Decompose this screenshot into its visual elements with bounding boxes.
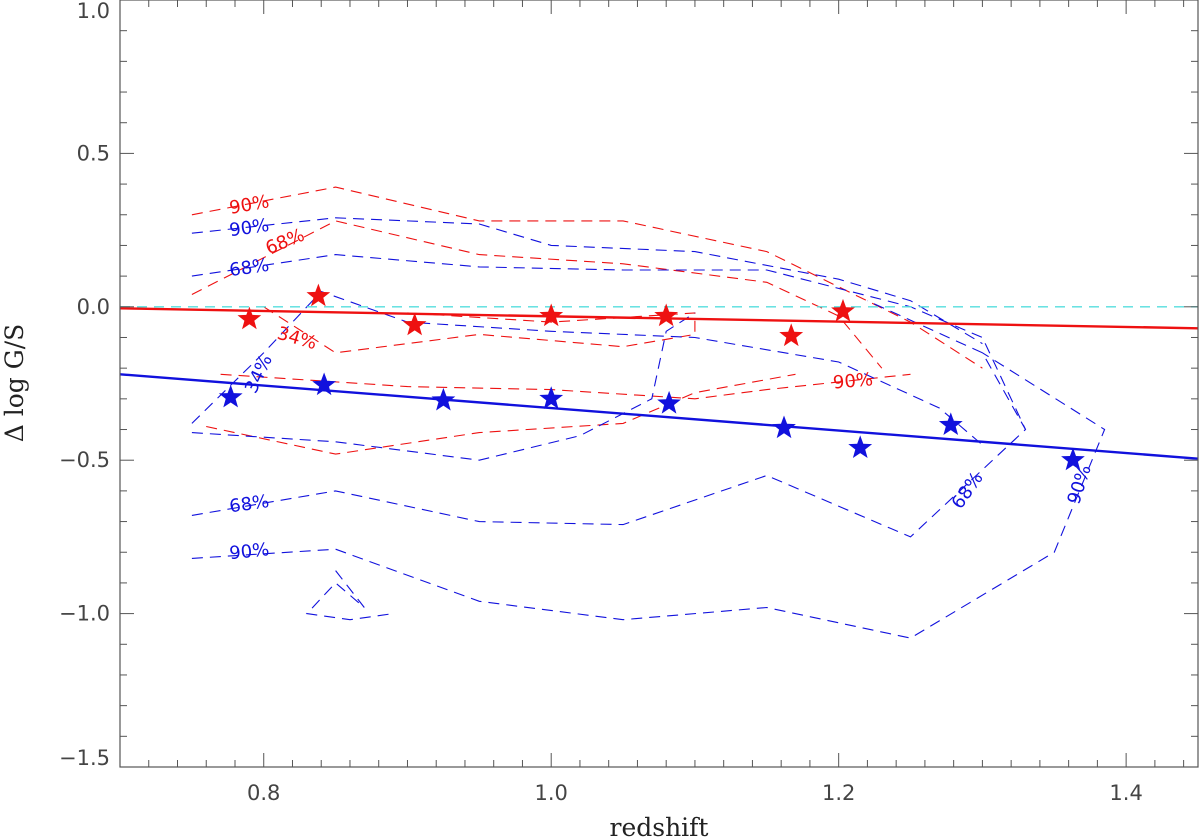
red-contour-line [263,306,696,354]
x-tick-label: 1.4 [1109,781,1142,805]
blue-contour-label: 68% [948,468,988,513]
blue-contour-label: 90% [228,215,271,241]
red-contour-label: 90% [832,369,874,393]
x-tick-label: 1.0 [534,781,567,805]
blue-contour-line [191,300,1027,538]
blue-data-point [218,384,243,408]
blue-contour-line [191,352,1106,639]
blue-data-point [772,415,796,439]
red-data-point [831,298,855,322]
y-tick-label: 0.5 [77,141,110,165]
blue-data-point [657,390,681,414]
blue-data-point [312,372,336,396]
blue-contour-label: 68% [228,491,271,517]
red-contour-line [220,373,911,400]
x-axis-label: redshift [610,813,709,839]
y-tick-label: −1.0 [59,602,110,626]
blue-data-point [431,387,456,411]
blue-contour-line [305,570,394,621]
blue-contour-line [191,312,696,461]
x-tick-label: 1.2 [822,781,855,805]
red-data-point [779,323,804,347]
blue-contour-label: 68% [228,255,271,281]
blue-contour-line [191,217,983,345]
red-data-point [539,303,564,327]
blue-contour-line [191,290,983,446]
red-contour-label: 34% [275,323,319,354]
y-tick-label: 0.0 [77,295,110,319]
red-data-point [654,303,679,327]
blue-fit-line [119,373,1199,460]
red-data-point [306,283,331,307]
plot-frame [119,0,1199,768]
y-tick-label: −1.5 [59,746,110,770]
contour-labels: 90%68%34%90%90%68%34%68%90%68% 90% [228,191,1096,564]
red-fit-line [119,307,1199,330]
blue-data-point [539,386,564,409]
red-contour-line [191,220,883,369]
x-tick-label: 0.8 [247,781,280,805]
blue-contour-line [191,254,1026,430]
axis-ticks: 0.8 1.0 1.2 1.4 1.0 0.5 0.0 −0.5 −1.0 −1.5 [59,0,1198,805]
blue-contour-label: 34% [241,352,277,397]
red-contour-line [206,373,796,455]
fit-lines [119,307,1199,460]
data-points [218,283,1085,471]
red-data-point [402,312,427,336]
blue-data-point [848,435,873,458]
red-data-point [237,306,262,330]
y-tick-label: 1.0 [77,0,110,23]
y-axis-label: Δ log G/S [0,324,29,443]
blue-data-point [1061,447,1085,471]
blue-contour-label: 90% [228,539,270,564]
blue-data-point [938,412,963,435]
y-tick-label: −0.5 [59,448,110,472]
contour-lines [191,186,1106,639]
